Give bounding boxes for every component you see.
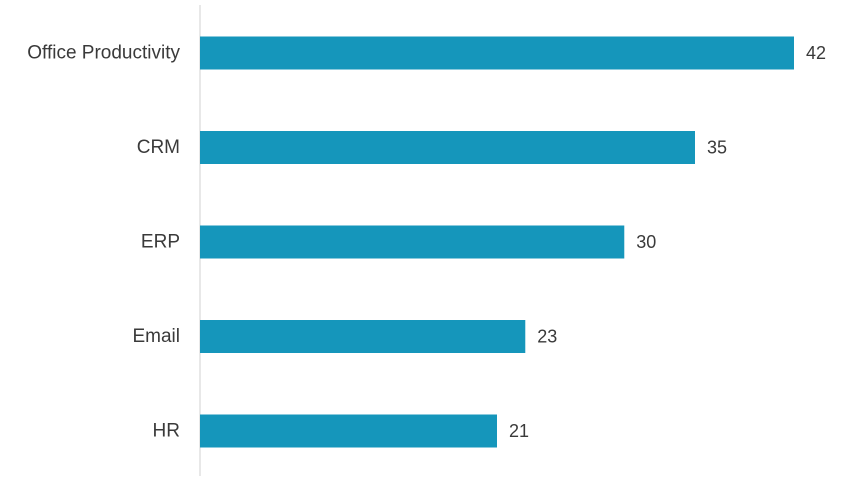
category-labels-group: Office Productivity CRM ERP Email HR	[27, 43, 180, 442]
bar	[200, 225, 625, 259]
bar	[200, 320, 526, 353]
bar	[200, 414, 497, 448]
category-label: ERP	[141, 232, 180, 253]
bar	[200, 36, 794, 70]
value-label: 35	[707, 138, 727, 158]
value-label: 21	[509, 421, 529, 441]
category-label: Office Productivity	[27, 43, 180, 64]
category-label: HR	[153, 421, 180, 442]
category-label: Email	[132, 326, 180, 347]
value-label: 42	[806, 43, 826, 63]
bar	[200, 131, 695, 164]
bars-group	[200, 36, 794, 448]
value-label: 23	[537, 327, 557, 347]
value-labels-group: 42 35 30 23 21	[509, 43, 826, 441]
value-label: 30	[636, 232, 656, 252]
category-label: CRM	[137, 137, 180, 158]
